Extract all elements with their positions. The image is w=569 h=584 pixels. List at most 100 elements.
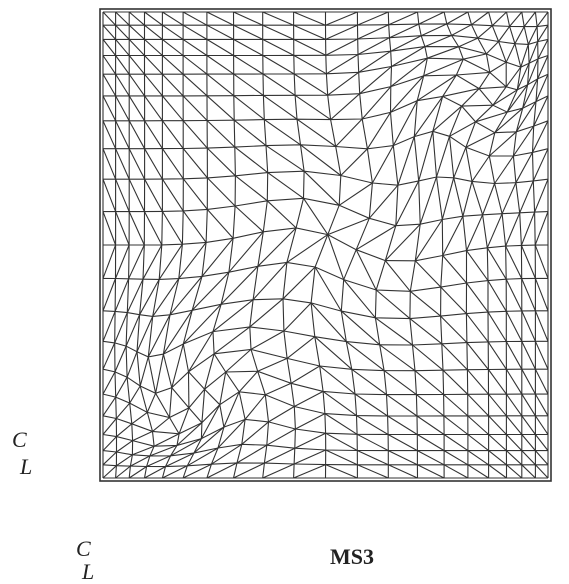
mesh-diagonal [156, 354, 164, 393]
mesh-diagonal [103, 343, 115, 369]
mesh-diagonal [388, 451, 417, 465]
mesh-diagonal [263, 25, 294, 39]
mesh-diagonal [326, 12, 358, 25]
mesh-diagonal [172, 344, 184, 388]
mesh-diagonal [535, 278, 548, 310]
mesh-diagonal [130, 386, 141, 403]
mesh-diagonal [103, 279, 116, 311]
mesh-diagonal [385, 261, 410, 292]
mesh-diagonal [145, 179, 163, 211]
mesh-diagonal [489, 465, 507, 478]
mesh-diagonal [468, 451, 489, 465]
mesh-diagonal [162, 121, 183, 149]
mesh-diagonal [533, 149, 548, 181]
mesh-diagonal [183, 121, 207, 148]
mesh-diagonal [234, 120, 266, 145]
mesh-diagonal [326, 465, 358, 478]
mesh-diagonal [502, 183, 516, 214]
mesh-diagonal [207, 12, 234, 25]
mesh-line [103, 349, 548, 393]
mesh-diagonal [116, 25, 130, 39]
mesh-diagonal [263, 464, 294, 478]
mesh-diagonal [488, 281, 506, 312]
mesh-diagonal [472, 12, 489, 25]
mesh-line [103, 327, 548, 357]
mesh-diagonal [234, 463, 265, 478]
mesh-diagonal [535, 394, 548, 416]
mesh-diagonal [357, 465, 388, 478]
mesh-diagonal [183, 56, 207, 75]
mesh-diagonal [535, 451, 548, 465]
mesh-diagonal [521, 245, 535, 278]
mesh-diagonal [145, 149, 163, 179]
mesh-diagonal [522, 369, 536, 394]
mesh-diagonal [162, 74, 183, 96]
mesh-diagonal [162, 56, 183, 75]
mesh-diagonal [207, 74, 234, 96]
mesh-diagonal [467, 215, 483, 251]
mesh-diagonal [115, 279, 129, 312]
mesh-diagonal [245, 395, 265, 420]
mesh-diagonal [506, 246, 522, 279]
mesh-diagonal [472, 156, 489, 181]
mesh-diagonal [522, 435, 536, 451]
mesh-diagonal [417, 465, 444, 478]
mesh-diagonal [242, 422, 269, 444]
mesh-diagonal [133, 431, 153, 440]
mesh-diagonal [162, 25, 183, 39]
centerline-l: L [19, 454, 32, 479]
mesh-diagonal [103, 179, 116, 211]
mesh-diagonal [427, 47, 458, 59]
mesh-diagonal [459, 38, 478, 47]
mesh-diagonal [468, 416, 489, 435]
mesh-diagonal [447, 12, 468, 24]
mesh-diagonal [263, 74, 295, 95]
mesh-diagonal [103, 397, 116, 416]
mesh-diagonal [235, 147, 268, 173]
mesh-diagonal [154, 434, 179, 446]
mesh-diagonal [389, 12, 418, 25]
mesh-diagonal [467, 370, 488, 395]
mesh-diagonal [521, 212, 534, 245]
mesh-diagonal [535, 341, 548, 369]
mesh-diagonal [116, 56, 130, 75]
mesh-diagonal [467, 343, 489, 370]
mesh-diagonal [352, 369, 387, 394]
mesh-diagonal [452, 25, 472, 36]
mesh-diagonal [420, 177, 436, 224]
mesh-diagonal [183, 179, 207, 210]
mesh-diagonal [479, 87, 506, 89]
mesh-diagonal [346, 342, 384, 371]
mesh-diagonal [516, 152, 533, 182]
mesh-diagonal [535, 311, 548, 342]
mesh-diagonal [489, 394, 507, 416]
mesh-diagonal [444, 395, 468, 416]
mesh-diagonal [489, 132, 516, 156]
centerline-c: C [76, 536, 91, 561]
mesh-diagonal [116, 403, 129, 418]
mesh-diagonal [535, 416, 548, 435]
mesh-diagonal [380, 345, 415, 371]
mesh-diagonal [358, 12, 389, 25]
mesh-diagonal [515, 27, 524, 44]
mesh-diagonal [294, 450, 326, 464]
mesh-diagonal [489, 435, 507, 451]
mesh-diagonal [520, 181, 534, 213]
mesh-diagonal [116, 455, 132, 466]
mesh-diagonal [202, 389, 205, 423]
mesh-diagonal [398, 137, 414, 186]
mesh-line [103, 228, 548, 261]
mesh-diagonal [387, 395, 418, 416]
mesh-diagonal [323, 391, 356, 415]
mesh-diagonal [294, 74, 328, 95]
mesh-diagonal [162, 149, 183, 179]
mesh-diagonal [183, 96, 207, 121]
mesh-diagonal [145, 212, 162, 245]
mesh-diagonal [103, 121, 116, 149]
mesh-diagonal [129, 212, 144, 245]
mesh-diagonal [443, 216, 463, 255]
mesh-diagonal [145, 25, 163, 39]
mesh-diagonal [267, 429, 296, 445]
mesh-diagonal [444, 416, 468, 435]
mesh-diagonal [116, 149, 130, 180]
